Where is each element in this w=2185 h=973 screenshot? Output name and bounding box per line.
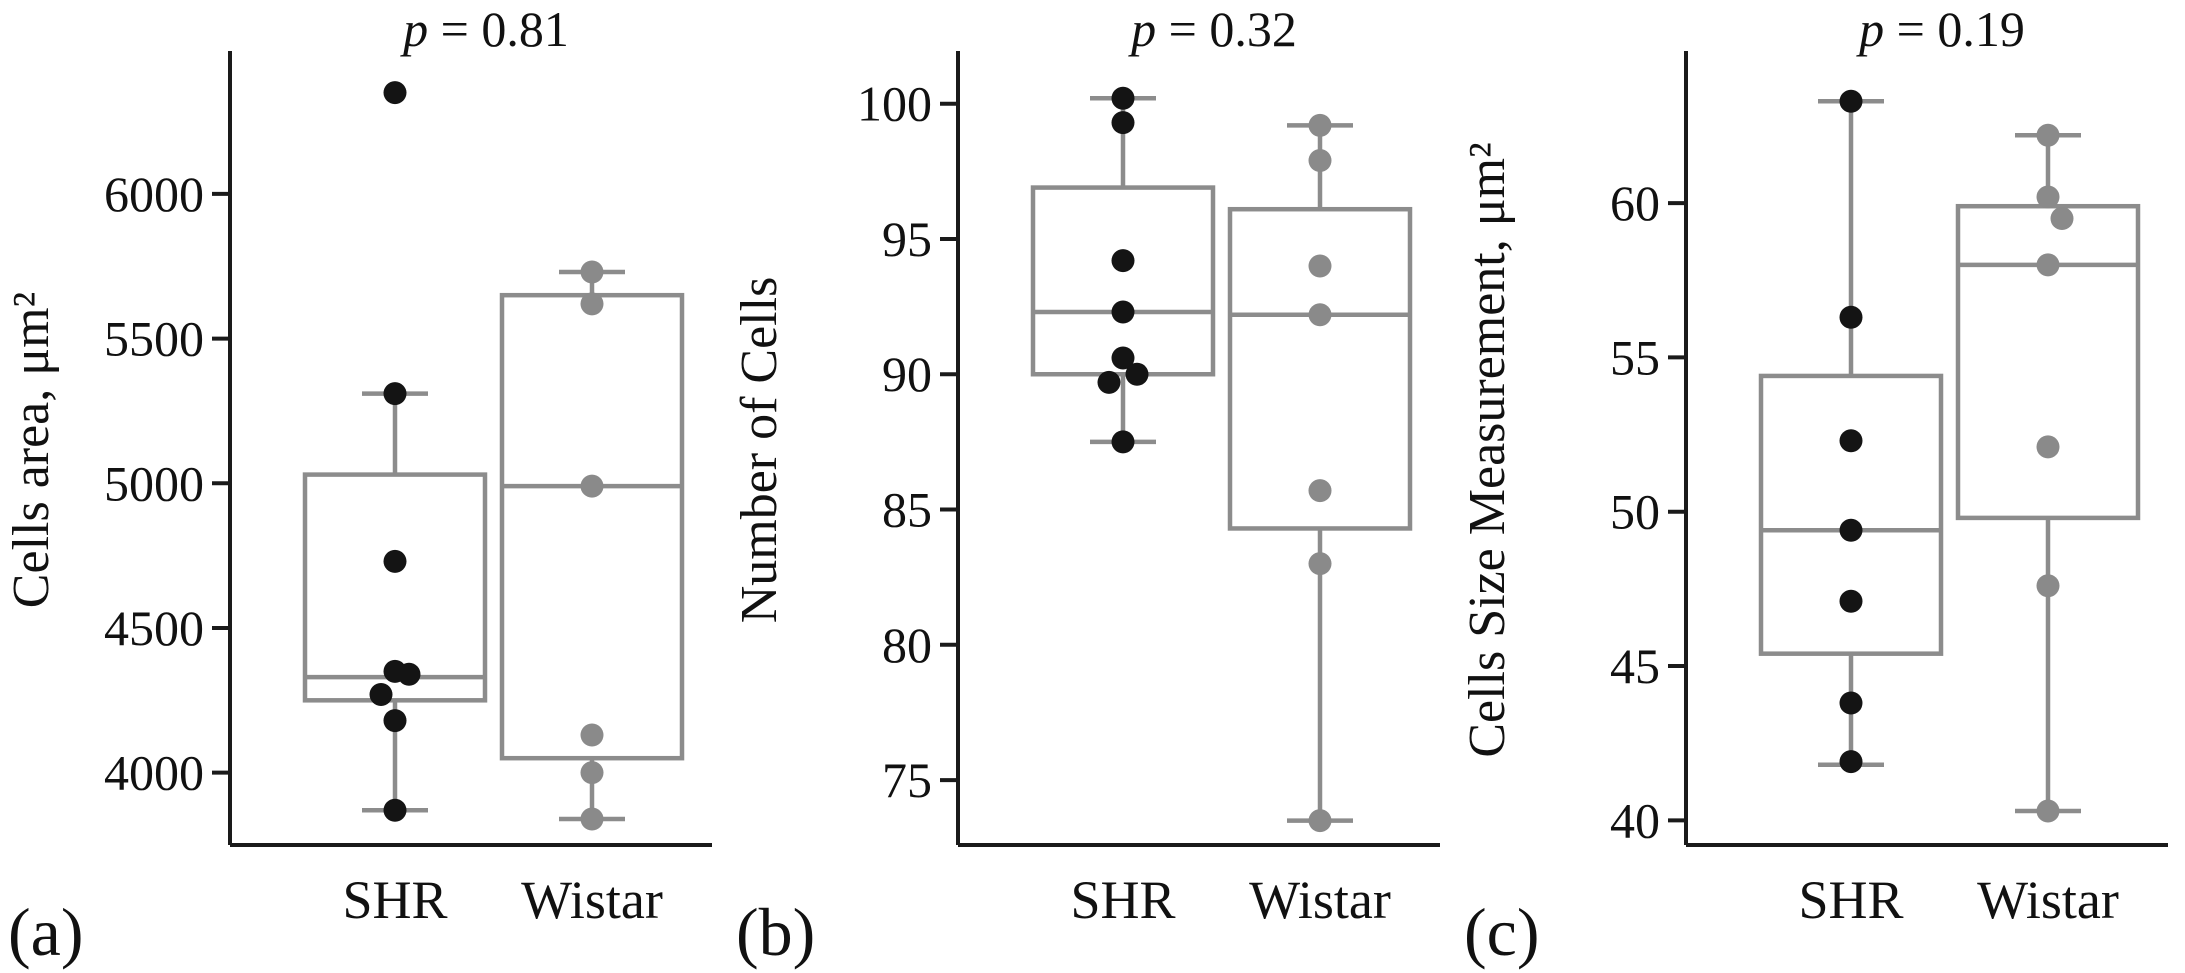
data-point xyxy=(2050,207,2074,231)
data-point xyxy=(383,709,407,733)
y-axis-label: Number of Cells xyxy=(731,277,788,624)
panel-label: (c) xyxy=(1464,894,1539,970)
data-point xyxy=(580,292,604,316)
y-axis-label: Cells area, μm² xyxy=(3,292,60,608)
data-point xyxy=(383,382,407,406)
data-point xyxy=(580,474,604,498)
category-label: SHR xyxy=(1070,870,1175,930)
data-point xyxy=(1111,111,1135,135)
category-label: Wistar xyxy=(521,870,663,930)
data-point xyxy=(580,260,604,284)
y-tick-label: 60 xyxy=(1610,175,1660,231)
y-tick-label: 100 xyxy=(857,76,932,132)
y-tick-label: 5500 xyxy=(104,311,204,367)
boxplot-panel-b: 75 80 85 90 95 100 Number of Cells p = 0.32 SHR W… xyxy=(728,0,1456,973)
data-point xyxy=(1308,552,1332,576)
y-axis-label: Cells Size Measurement, μm² xyxy=(1459,142,1516,757)
boxplot-panel-a: 4000 4500 5000 5500 6000 Cells area, μm² p = 0… xyxy=(0,0,728,973)
p-value: p = 0.81 xyxy=(400,1,569,57)
y-tick-label: 85 xyxy=(882,482,932,538)
y-tick-label: 95 xyxy=(882,211,932,267)
data-point xyxy=(1839,89,1863,113)
data-point xyxy=(1111,249,1135,273)
p-value: p = 0.19 xyxy=(1856,1,2025,57)
panel-label: (b) xyxy=(736,894,815,970)
data-point xyxy=(2036,574,2060,598)
data-point xyxy=(1097,370,1121,394)
y-tick-label: 50 xyxy=(1610,484,1660,540)
y-tick-label: 5000 xyxy=(104,455,204,511)
y-tick-label: 6000 xyxy=(104,166,204,222)
p-value: p = 0.32 xyxy=(1128,1,1297,57)
iqr-box xyxy=(1227,206,1413,531)
data-point xyxy=(580,723,604,747)
data-point xyxy=(1308,479,1332,503)
data-point xyxy=(1111,346,1135,370)
data-point xyxy=(1111,430,1135,454)
data-point xyxy=(1111,300,1135,324)
data-point xyxy=(1839,305,1863,329)
y-tick-label: 4500 xyxy=(104,600,204,656)
y-tick-label: 40 xyxy=(1610,792,1660,848)
data-point xyxy=(1308,303,1332,327)
iqr-box xyxy=(1030,185,1216,377)
data-point xyxy=(1308,149,1332,173)
category-label: Wistar xyxy=(1249,870,1391,930)
data-point xyxy=(1839,518,1863,542)
iqr-box xyxy=(499,292,685,761)
category-label: SHR xyxy=(342,870,447,930)
data-point xyxy=(2036,185,2060,209)
data-point xyxy=(397,662,421,686)
y-tick-label: 80 xyxy=(882,617,932,673)
data-point xyxy=(369,683,393,707)
data-point xyxy=(580,807,604,831)
data-point xyxy=(383,81,407,105)
data-point xyxy=(383,549,407,573)
data-point xyxy=(1125,362,1149,386)
iqr-box xyxy=(302,472,488,703)
data-point xyxy=(2036,435,2060,459)
iqr-box xyxy=(1955,203,2141,521)
data-point xyxy=(1308,113,1332,137)
data-point xyxy=(383,798,407,822)
y-tick-label: 75 xyxy=(882,752,932,808)
boxplot-panel-c: 40 45 50 55 60 Cells Size Measurement, μm² p =… xyxy=(1456,0,2185,973)
data-point xyxy=(1111,86,1135,110)
data-point xyxy=(1839,691,1863,715)
y-tick-label: 45 xyxy=(1610,638,1660,694)
y-tick-label: 4000 xyxy=(104,745,204,801)
data-point xyxy=(2036,799,2060,823)
data-point xyxy=(1839,429,1863,453)
data-point xyxy=(2036,253,2060,277)
iqr-box xyxy=(1758,373,1944,656)
category-label: Wistar xyxy=(1977,870,2119,930)
data-point xyxy=(580,761,604,785)
data-point xyxy=(1839,589,1863,613)
panel-label: (a) xyxy=(8,894,83,970)
data-point xyxy=(2036,123,2060,147)
data-point xyxy=(1839,750,1863,774)
y-tick-label: 55 xyxy=(1610,329,1660,385)
data-point xyxy=(1308,809,1332,833)
category-label: SHR xyxy=(1798,870,1903,930)
y-tick-label: 90 xyxy=(882,346,932,402)
data-point xyxy=(1308,254,1332,278)
